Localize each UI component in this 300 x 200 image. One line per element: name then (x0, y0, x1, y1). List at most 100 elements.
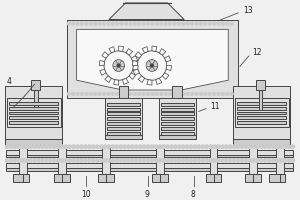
Circle shape (123, 159, 126, 162)
Polygon shape (98, 174, 114, 182)
Polygon shape (237, 121, 286, 124)
Circle shape (228, 145, 232, 148)
Circle shape (177, 92, 180, 95)
Circle shape (256, 145, 260, 148)
Polygon shape (165, 56, 171, 62)
Circle shape (182, 92, 185, 95)
Circle shape (120, 22, 123, 25)
Circle shape (49, 159, 52, 162)
Polygon shape (135, 52, 142, 58)
Circle shape (195, 92, 198, 95)
Circle shape (130, 159, 134, 162)
Circle shape (92, 159, 95, 162)
Circle shape (9, 159, 13, 162)
Polygon shape (138, 76, 145, 82)
Circle shape (84, 159, 87, 162)
Polygon shape (210, 145, 218, 174)
Polygon shape (9, 102, 58, 105)
Circle shape (164, 22, 167, 25)
Polygon shape (162, 73, 169, 79)
Circle shape (56, 145, 60, 148)
Circle shape (80, 159, 83, 162)
Circle shape (115, 145, 119, 148)
Circle shape (146, 159, 150, 162)
Circle shape (151, 22, 154, 25)
Circle shape (169, 92, 172, 95)
Circle shape (201, 159, 205, 162)
Circle shape (134, 145, 138, 148)
Polygon shape (99, 60, 104, 66)
Circle shape (248, 159, 251, 162)
Circle shape (291, 145, 295, 148)
Circle shape (17, 145, 21, 148)
Polygon shape (161, 117, 194, 120)
Circle shape (147, 92, 149, 95)
Circle shape (134, 92, 136, 95)
Polygon shape (233, 86, 290, 143)
Circle shape (72, 22, 75, 25)
Polygon shape (7, 98, 61, 127)
Circle shape (221, 92, 224, 95)
Circle shape (146, 145, 150, 148)
Circle shape (115, 159, 119, 162)
Circle shape (89, 22, 92, 25)
Circle shape (252, 159, 255, 162)
Circle shape (80, 145, 83, 148)
Text: 12: 12 (253, 48, 262, 57)
Circle shape (60, 159, 64, 162)
Text: 4: 4 (6, 77, 11, 86)
Circle shape (260, 159, 263, 162)
Circle shape (213, 22, 215, 25)
Circle shape (113, 60, 124, 71)
Polygon shape (126, 49, 133, 55)
Circle shape (81, 92, 83, 95)
Circle shape (182, 145, 185, 148)
Circle shape (52, 159, 56, 162)
Polygon shape (269, 174, 285, 182)
Circle shape (209, 159, 212, 162)
Polygon shape (107, 108, 140, 111)
Circle shape (200, 22, 202, 25)
Polygon shape (54, 174, 70, 182)
Polygon shape (6, 155, 293, 157)
Circle shape (197, 145, 201, 148)
Circle shape (205, 159, 208, 162)
Polygon shape (237, 102, 286, 105)
Circle shape (72, 145, 76, 148)
Circle shape (226, 22, 229, 25)
Polygon shape (161, 103, 194, 106)
Circle shape (272, 145, 275, 148)
Circle shape (275, 159, 279, 162)
Circle shape (76, 22, 79, 25)
Text: 11: 11 (211, 102, 220, 111)
Circle shape (190, 22, 194, 25)
Circle shape (68, 22, 70, 25)
Circle shape (45, 159, 48, 162)
Circle shape (116, 92, 119, 95)
Circle shape (60, 145, 64, 148)
Circle shape (104, 51, 134, 80)
Polygon shape (9, 121, 58, 124)
Circle shape (142, 159, 146, 162)
Circle shape (170, 145, 173, 148)
Circle shape (232, 159, 236, 162)
Circle shape (155, 22, 158, 25)
Polygon shape (107, 127, 140, 130)
Text: 13: 13 (243, 6, 253, 15)
Polygon shape (132, 60, 138, 66)
Polygon shape (237, 116, 286, 119)
Polygon shape (161, 132, 194, 135)
Circle shape (45, 145, 48, 148)
Circle shape (40, 159, 44, 162)
Circle shape (275, 145, 279, 148)
Circle shape (220, 159, 224, 162)
Polygon shape (67, 20, 238, 98)
Circle shape (103, 92, 106, 95)
Circle shape (37, 145, 40, 148)
Circle shape (17, 159, 21, 162)
Circle shape (256, 159, 260, 162)
Circle shape (117, 64, 121, 67)
Circle shape (236, 145, 240, 148)
Polygon shape (6, 163, 293, 168)
Circle shape (107, 159, 111, 162)
